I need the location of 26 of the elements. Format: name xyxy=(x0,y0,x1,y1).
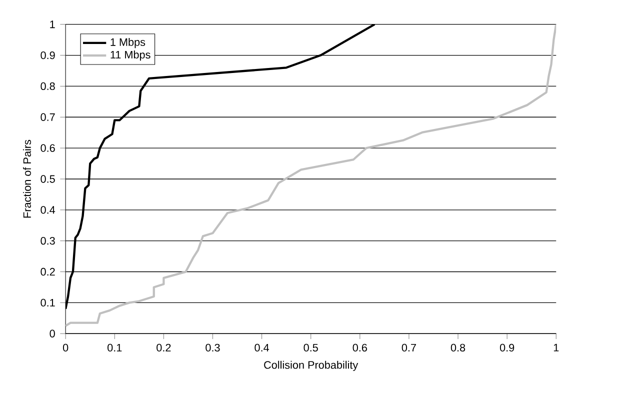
x-tick-label: 1 xyxy=(554,344,559,352)
x-tick-label: 0.7 xyxy=(402,344,416,352)
y-tick-label: 0.4 xyxy=(40,206,56,214)
y-tick-label: 0.6 xyxy=(40,144,55,152)
y-tick-label: 0.8 xyxy=(40,82,55,90)
y-tick-label: 0.3 xyxy=(40,236,55,244)
y-tick-label: 1 xyxy=(50,20,55,28)
y-tick-label: 0.7 xyxy=(40,113,55,121)
x-tick-label: 0.1 xyxy=(108,344,122,352)
x-axis-title: Collision Probability xyxy=(264,360,358,371)
x-tick-label: 0.4 xyxy=(254,344,270,352)
x-tick-label: 0.2 xyxy=(156,344,171,352)
y-tick-label: 0.1 xyxy=(40,298,55,306)
y-tick-label: 0 xyxy=(50,330,55,338)
y-axis-title: Fraction of Pairs xyxy=(23,140,31,218)
x-tick-label: 0.8 xyxy=(450,344,466,352)
legend-label: 1 Mbps xyxy=(110,38,146,48)
x-tick-label: 0.9 xyxy=(500,344,514,352)
x-tick-label: 0.6 xyxy=(352,344,367,352)
x-tick-label: 0.5 xyxy=(304,344,318,352)
x-tick-label: 0.3 xyxy=(206,344,220,352)
y-tick-label: 0.9 xyxy=(40,51,55,59)
y-tick-label: 0.5 xyxy=(40,174,55,183)
x-tick-label: 0 xyxy=(62,344,68,352)
legend-label: 11 Mbps xyxy=(110,50,150,60)
y-tick-label: 0.2 xyxy=(40,268,55,276)
